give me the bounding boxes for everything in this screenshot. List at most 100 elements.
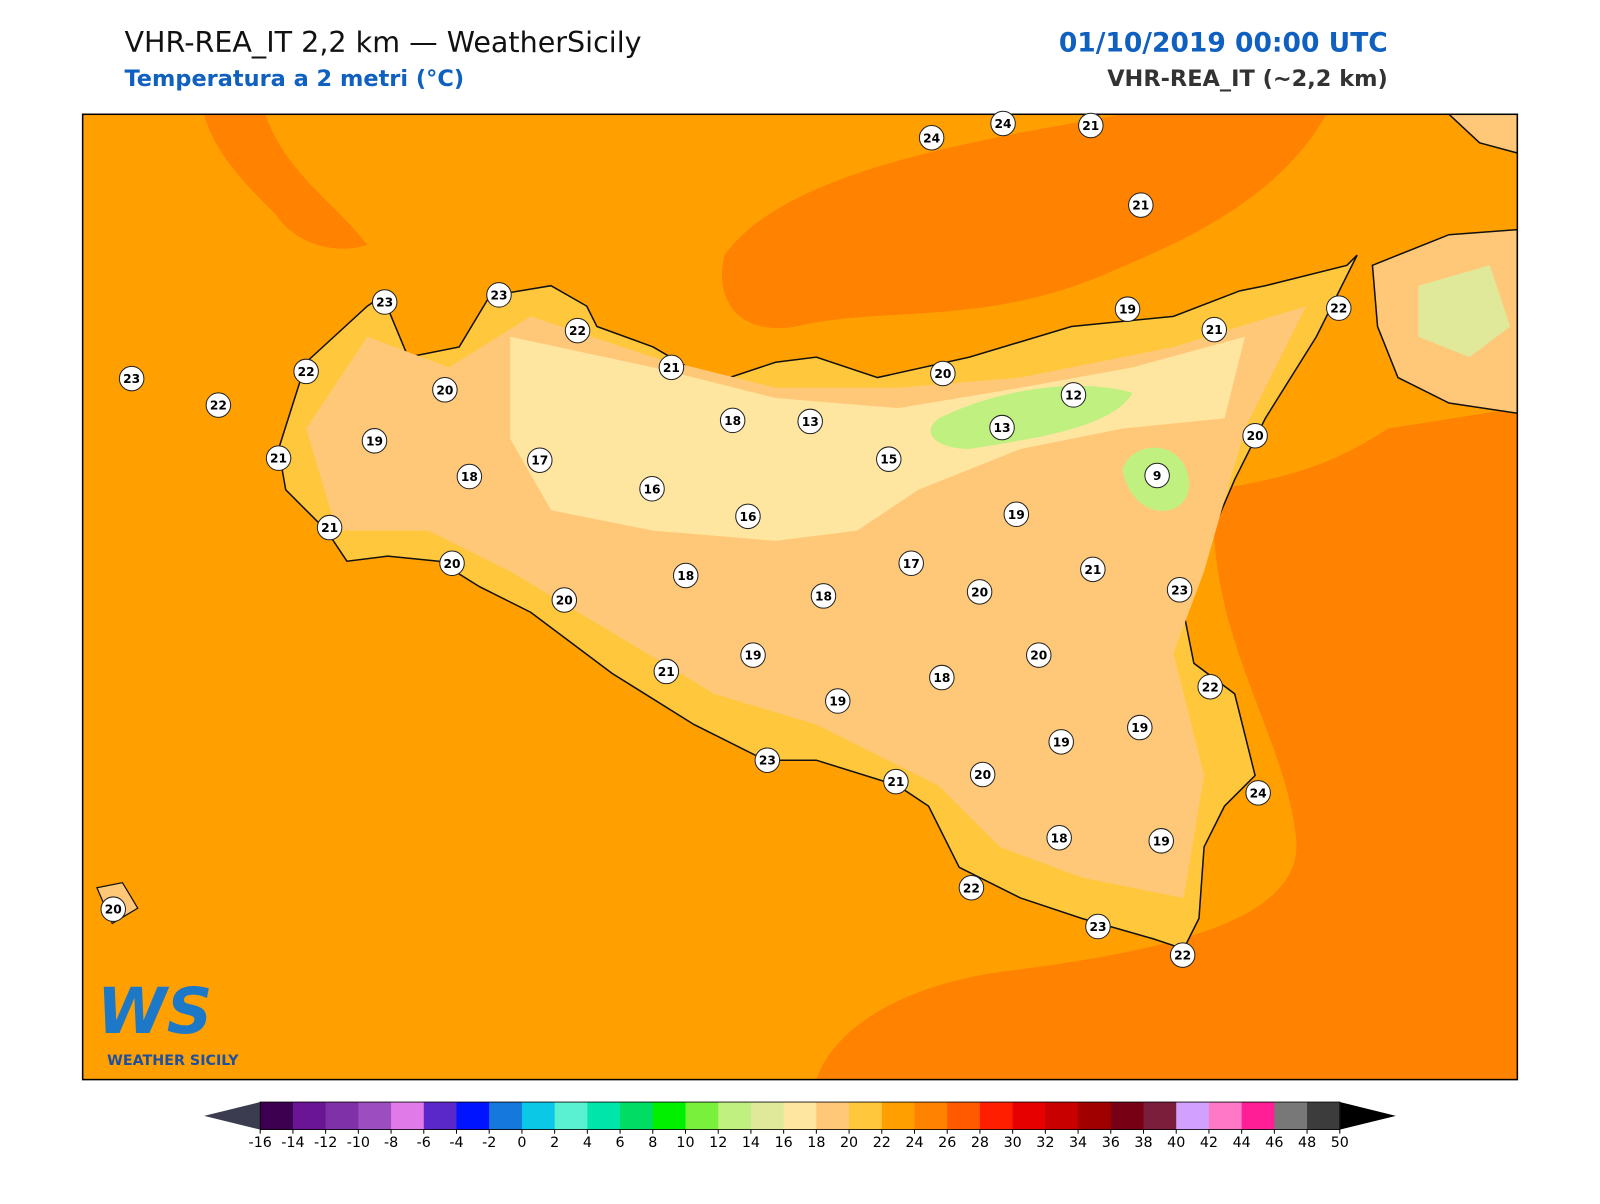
colorbar-tick-label: 42	[1200, 1135, 1218, 1151]
colorbar-swatch	[1078, 1102, 1112, 1130]
station-value: 22	[1330, 302, 1347, 316]
colorbar-tick-label: 38	[1134, 1135, 1152, 1151]
title: VHR-REA_IT 2,2 km — WeatherSicily	[124, 25, 641, 59]
station-value: 20	[556, 594, 573, 608]
colorbar-swatch	[489, 1102, 523, 1130]
station-marker	[969, 761, 996, 788]
station-value: 21	[321, 521, 338, 535]
colorbar-tick-label: 20	[840, 1135, 858, 1151]
colorbar-tick-label: -4	[449, 1135, 463, 1151]
logo-mark: WS	[97, 974, 212, 1048]
colorbar-tick-label: -10	[347, 1135, 370, 1151]
station-marker	[1114, 296, 1141, 322]
station-marker	[876, 446, 902, 472]
station-marker	[1080, 556, 1106, 583]
colorbar-swatch	[587, 1102, 621, 1130]
station-value: 18	[461, 470, 478, 484]
station-marker	[1148, 828, 1174, 854]
station-marker	[439, 550, 465, 577]
map-area	[82, 114, 1518, 1080]
colorbar-tick-label: 6	[616, 1135, 625, 1151]
station-marker	[658, 354, 685, 381]
colorbar-swatch	[1110, 1102, 1145, 1130]
station-marker	[1245, 780, 1271, 806]
station-value: 20	[105, 903, 122, 917]
station-value: 23	[490, 288, 507, 302]
station-value: 19	[366, 434, 383, 448]
land-zone	[1418, 265, 1511, 358]
colorbar-swatch	[1176, 1102, 1210, 1130]
logo-name: WEATHER SICILY	[107, 1053, 239, 1069]
station-marker	[118, 365, 145, 392]
station-value: 9	[1153, 469, 1162, 483]
station-marker	[1197, 673, 1223, 700]
colorbar-swatch	[325, 1102, 359, 1130]
station-marker	[456, 463, 483, 490]
station-marker	[293, 358, 319, 385]
colorbar: -16 -14 -12 -10 -8 -6 -4 -2 0 2 4 6 8 10 12 14 16 18 20 22 2…	[204, 1101, 1396, 1151]
logo: WS WEATHER SICILY	[97, 974, 239, 1069]
station-marker	[883, 768, 909, 795]
colorbar-swatch	[391, 1102, 425, 1130]
colorbar-tick-label: 36	[1102, 1135, 1120, 1151]
station-value: 23	[759, 754, 776, 768]
station-value: 12	[1065, 388, 1082, 402]
station-value: 20	[1247, 429, 1264, 443]
station-marker	[918, 125, 945, 151]
station-value: 22	[963, 881, 980, 895]
station-value: 19	[1131, 721, 1148, 735]
station-marker	[551, 587, 578, 613]
colorbar-tick-label: 0	[517, 1135, 526, 1151]
station-marker	[929, 664, 955, 691]
colorbar-tick-label: 40	[1167, 1135, 1185, 1151]
colorbar-tick-label: 14	[742, 1135, 760, 1151]
station-value: 22	[1202, 680, 1219, 694]
station-marker	[371, 289, 398, 315]
station-value: 19	[1119, 303, 1136, 317]
colorbar-tick-label: -14	[281, 1135, 304, 1151]
colorbar-extend-low	[204, 1102, 261, 1130]
station-marker	[1201, 316, 1228, 343]
warm-sea	[721, 114, 1327, 329]
colorbar-tick-label: 44	[1233, 1135, 1251, 1151]
station-value: 21	[663, 361, 680, 375]
station-marker	[1326, 295, 1352, 321]
colorbar-swatch	[358, 1102, 392, 1130]
station-marker	[1144, 462, 1170, 489]
station-marker	[1046, 825, 1072, 851]
colorbar-tick-label: 48	[1298, 1135, 1316, 1151]
station-marker	[989, 414, 1015, 441]
station-value: 20	[1030, 649, 1047, 663]
colorbar-swatch	[1012, 1102, 1046, 1130]
station-value: 19	[1153, 834, 1170, 848]
colorbar-swatch	[685, 1102, 719, 1130]
colorbar-tick-label: 22	[873, 1135, 891, 1151]
station-marker	[205, 392, 232, 418]
subtitle: Temperatura a 2 metri (°C)	[124, 66, 464, 92]
station-marker	[1026, 642, 1052, 668]
station-marker	[825, 688, 851, 714]
colorbar-swatch	[849, 1102, 883, 1130]
colorbar-tick-label: -8	[384, 1135, 398, 1151]
station-value: 20	[444, 557, 461, 571]
station-marker	[486, 282, 512, 308]
colorbar-tick-label: -16	[249, 1135, 272, 1151]
station-value: 19	[745, 649, 762, 663]
colorbar-tick-label: 46	[1265, 1135, 1283, 1151]
station-marker	[958, 875, 985, 901]
station-marker	[564, 317, 591, 344]
station-marker	[1166, 577, 1193, 603]
station-value: 18	[933, 671, 950, 685]
colorbar-swatch	[979, 1102, 1014, 1130]
map-frame	[81, 113, 1519, 1081]
colorbar-swatch	[292, 1102, 327, 1130]
station-marker	[966, 579, 993, 605]
station-marker	[990, 110, 1016, 137]
station-value: 20	[971, 585, 988, 599]
colorbar-tick-label: 30	[1004, 1135, 1022, 1151]
station-marker	[1128, 192, 1154, 218]
colorbar-tick-label: 32	[1036, 1135, 1054, 1151]
station-value: 23	[1171, 583, 1188, 597]
